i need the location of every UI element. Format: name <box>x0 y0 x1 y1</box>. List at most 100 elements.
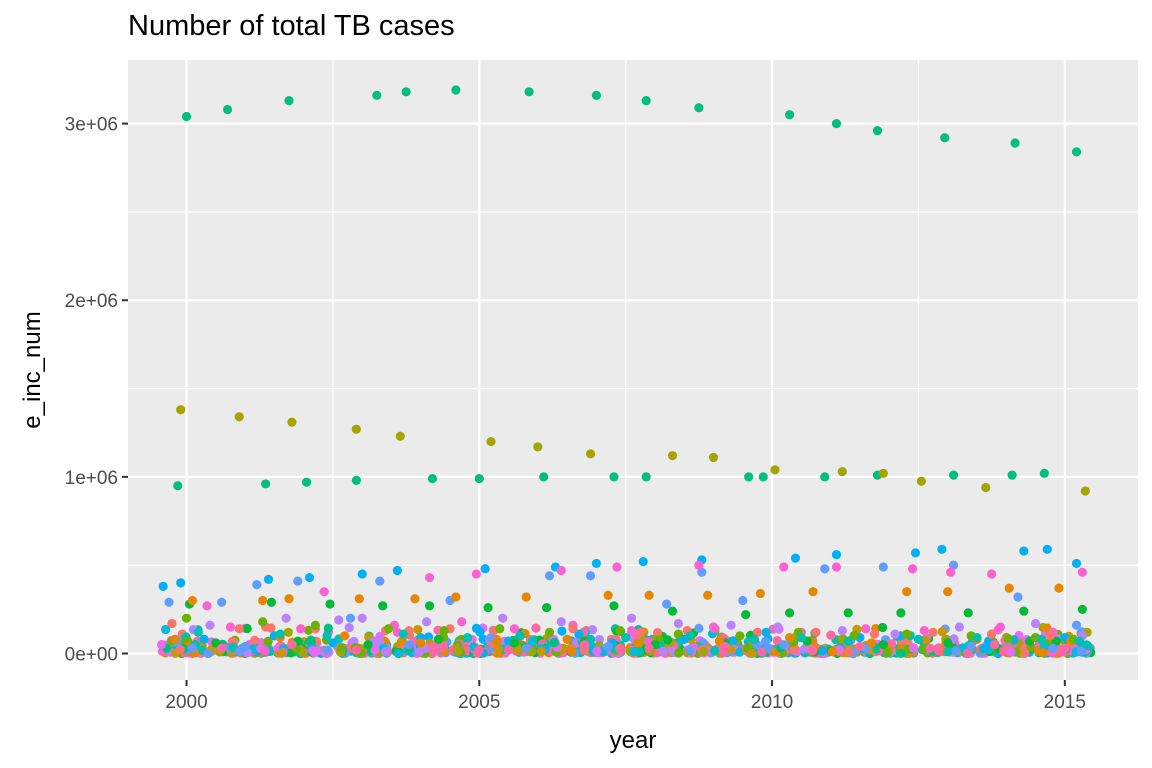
data-point <box>322 645 332 655</box>
data-point <box>951 646 961 656</box>
data-point <box>616 645 626 656</box>
data-point <box>708 622 719 632</box>
data-point <box>760 636 771 646</box>
data-point <box>283 627 293 637</box>
data-point <box>176 405 186 415</box>
data-point <box>521 643 531 653</box>
data-point <box>855 641 865 652</box>
data-point <box>580 640 590 650</box>
data-point <box>919 625 929 636</box>
data-point <box>869 629 880 639</box>
data-point <box>533 442 543 452</box>
data-point <box>785 608 795 618</box>
data-point <box>933 646 944 656</box>
data-point <box>644 643 654 653</box>
data-point <box>451 85 461 95</box>
data-point <box>451 592 461 602</box>
data-point <box>293 576 303 586</box>
data-point <box>472 648 482 658</box>
data-point <box>480 564 490 574</box>
data-point <box>556 617 566 627</box>
data-point <box>662 599 672 609</box>
data-point <box>635 627 645 637</box>
data-point <box>785 633 795 643</box>
data-point <box>284 594 294 604</box>
data-point <box>902 629 912 639</box>
data-point <box>422 617 432 627</box>
data-point <box>250 635 260 645</box>
data-point <box>747 648 757 658</box>
data-point <box>954 622 965 632</box>
data-point <box>158 581 168 591</box>
data-point <box>1036 634 1046 644</box>
data-point <box>427 641 438 652</box>
data-point <box>758 472 768 482</box>
data-point <box>486 436 496 447</box>
data-point <box>785 110 795 120</box>
data-point <box>714 636 724 646</box>
y-axis: 0e+00 1e+06 2e+06 3e+06 <box>65 115 128 666</box>
data-point <box>685 645 695 655</box>
data-point <box>591 558 602 569</box>
data-point <box>943 647 953 657</box>
data-point <box>878 622 888 633</box>
data-point <box>699 646 709 656</box>
data-point <box>567 646 577 657</box>
data-point <box>424 572 435 583</box>
data-point <box>831 118 842 129</box>
data-point <box>831 562 842 572</box>
data-point <box>811 627 821 637</box>
data-point <box>638 557 648 567</box>
data-point <box>663 635 673 645</box>
data-point <box>837 466 847 477</box>
data-point <box>741 610 751 620</box>
data-point <box>521 592 531 602</box>
data-point <box>902 587 912 597</box>
data-point <box>895 648 906 658</box>
data-point <box>1003 634 1014 644</box>
data-point <box>181 613 192 623</box>
data-point <box>284 96 294 106</box>
data-point <box>515 631 525 641</box>
data-point <box>946 567 956 577</box>
data-point <box>557 626 567 636</box>
data-point <box>199 634 209 644</box>
data-point <box>963 608 973 618</box>
data-point <box>585 571 596 581</box>
y-tick-label: 0e+00 <box>65 645 118 666</box>
x-tick-label: 2000 <box>165 692 207 713</box>
data-point <box>749 634 760 644</box>
data-point <box>568 624 578 634</box>
data-point <box>585 634 596 644</box>
data-point <box>1054 583 1064 593</box>
data-point <box>837 625 847 636</box>
data-point <box>416 638 426 648</box>
data-point <box>544 571 555 581</box>
data-point <box>878 468 888 478</box>
data-point <box>478 634 488 644</box>
data-point <box>452 645 462 656</box>
data-point <box>667 606 678 616</box>
data-point <box>1071 620 1082 630</box>
data-point <box>940 133 950 143</box>
data-point <box>427 474 438 484</box>
data-point <box>989 640 1000 650</box>
data-point <box>937 544 947 554</box>
data-point <box>708 452 719 463</box>
data-point <box>1039 468 1049 478</box>
data-point <box>726 620 736 630</box>
data-point <box>799 644 809 654</box>
data-point <box>258 595 268 606</box>
data-point <box>626 625 637 636</box>
data-point <box>509 624 520 634</box>
data-point <box>844 647 854 657</box>
data-point <box>549 637 559 648</box>
data-point <box>1007 470 1017 480</box>
data-point <box>397 636 407 646</box>
data-point <box>266 597 277 607</box>
data-point <box>328 638 338 648</box>
data-point <box>752 627 763 637</box>
data-point <box>694 103 704 113</box>
data-point <box>1042 544 1052 554</box>
data-point <box>918 644 928 654</box>
